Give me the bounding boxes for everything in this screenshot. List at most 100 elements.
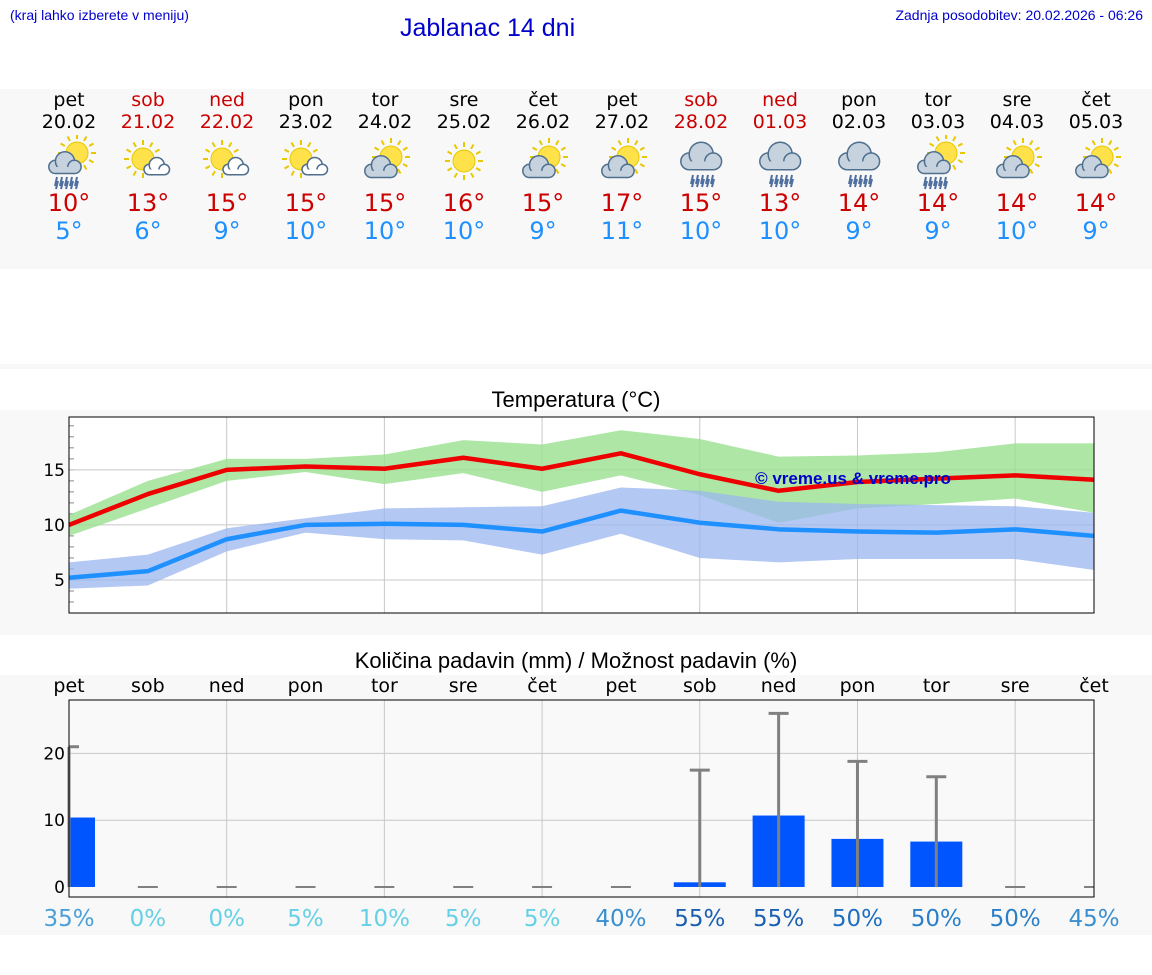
day-date: 27.02 [594, 111, 650, 133]
day-date: 22.02 [199, 111, 255, 133]
temp-max: 10° [47, 189, 91, 217]
day-name: čet [528, 89, 558, 111]
sun-cloud-rain-icon [917, 135, 965, 190]
precip-probability-label: 55% [674, 906, 725, 932]
cloud-rain-icon [759, 141, 802, 188]
day-column: sre 25.02 16° 10° [424, 89, 504, 245]
day-name: pon [288, 89, 324, 111]
y-tick-label: 10 [43, 811, 65, 831]
x-day-label: sob [683, 675, 717, 697]
x-day-label: pon [288, 675, 324, 697]
day-date: 02.03 [831, 111, 887, 133]
x-day-label: tor [923, 675, 950, 697]
cloud-rain-icon [838, 141, 881, 188]
sun-small-cloud-icon [203, 140, 250, 178]
day-date: 20.02 [41, 111, 97, 133]
temp-max: 15° [205, 189, 249, 217]
x-day-label: pet [53, 675, 84, 697]
day-column: ned 22.02 15° 9° [187, 89, 267, 245]
temp-min: 9° [1082, 217, 1110, 245]
temp-min: 9° [924, 217, 952, 245]
sun-cloud-icon [601, 138, 647, 179]
sun-cloud-icon [522, 138, 568, 179]
precip-probability-label: 35% [43, 906, 94, 932]
x-day-label: sob [131, 675, 165, 697]
cloud-rain-icon [680, 141, 723, 188]
last-updated: Zadnja posodobitev: 20.02.2026 - 06:26 [895, 7, 1143, 23]
precip-probability-label: 50% [832, 906, 883, 932]
day-name: sre [1002, 89, 1032, 111]
precip-probability-label: 40% [595, 906, 646, 932]
temp-max: 15° [679, 189, 723, 217]
day-name: sob [131, 89, 165, 111]
location-menu-hint[interactable]: (kraj lahko izberete v meniju) [10, 7, 189, 23]
day-name: sob [684, 89, 718, 111]
day-column: tor 24.02 15° 10° [345, 89, 425, 245]
temperature-chart-title: Temperatura (°C) [491, 387, 661, 412]
temp-min: 9° [213, 217, 241, 245]
day-name: tor [924, 89, 952, 111]
temp-max: 13° [126, 189, 170, 217]
temp-min: 10° [995, 217, 1039, 245]
day-column: sob 21.02 13° 6° [108, 89, 188, 245]
day-date: 04.03 [989, 111, 1045, 133]
precip-probability-label: 45% [1068, 906, 1119, 932]
day-date: 05.03 [1068, 111, 1124, 133]
day-column: čet 05.03 14° 9° [1056, 89, 1136, 245]
forecast-band [0, 89, 1152, 269]
watermark: © vreme.us & vreme.pro [755, 469, 951, 488]
x-day-label: pon [840, 675, 876, 697]
max-temp-line [68, 451, 1095, 528]
precip-probability-label: 5% [445, 906, 482, 932]
precip-bar [69, 817, 95, 887]
temp-min: 9° [529, 217, 557, 245]
x-day-label: čet [1079, 675, 1109, 697]
x-day-label: čet [527, 675, 557, 697]
precip-probability-label: 0% [208, 906, 245, 932]
precip-probability-label: 50% [911, 906, 962, 932]
min-temp-line [68, 508, 1095, 581]
separator [0, 364, 1152, 369]
sun-cloud-icon [1075, 138, 1121, 179]
temp-min: 9° [845, 217, 873, 245]
temp-max: 15° [284, 189, 328, 217]
temp-min: 10° [363, 217, 407, 245]
day-name: ned [762, 89, 798, 111]
temp-max: 14° [837, 189, 881, 217]
precipitation-chart-title: Količina padavin (mm) / Možnost padavin … [354, 648, 798, 673]
temp-min: 10° [442, 217, 486, 245]
day-name: čet [1081, 89, 1111, 111]
day-column: pon 02.03 14° 9° [819, 89, 899, 245]
temp-max: 14° [916, 189, 960, 217]
temp-max: 13° [758, 189, 802, 217]
x-day-label: pet [605, 675, 636, 697]
temp-min: 10° [758, 217, 802, 245]
precip-probability-label: 5% [287, 906, 324, 932]
x-day-label: sre [449, 675, 478, 697]
y-tick-label: 20 [43, 744, 65, 764]
day-column: pet 27.02 17° 11° [582, 89, 662, 245]
day-column: tor 03.03 14° 9° [898, 89, 978, 245]
day-name: ned [209, 89, 245, 111]
precip-probability-label: 10% [359, 906, 410, 932]
sun-small-cloud-icon [282, 140, 329, 178]
day-column: sob 28.02 15° 10° [661, 89, 741, 245]
temperature-chart: 5 10 15 © vreme.us & vreme.pro [43, 416, 1095, 614]
y-tick-label: 15 [43, 461, 65, 481]
precip-probability-label: 0% [130, 906, 167, 932]
day-name: pet [606, 89, 638, 111]
x-day-label: sre [1001, 675, 1030, 697]
day-column: pon 23.02 15° 10° [266, 89, 346, 245]
day-date: 24.02 [357, 111, 413, 133]
y-tick-label: 5 [54, 571, 65, 591]
day-date: 01.03 [752, 111, 808, 133]
sun-icon [445, 142, 483, 180]
plot-frame [68, 416, 1095, 614]
temp-max: 14° [995, 189, 1039, 217]
temp-max: 15° [363, 189, 407, 217]
temp-max: 15° [521, 189, 565, 217]
plot-frame [68, 699, 1095, 898]
temp-min: 11° [600, 217, 644, 245]
day-date: 25.02 [436, 111, 492, 133]
y-tick-label: 10 [43, 516, 65, 536]
